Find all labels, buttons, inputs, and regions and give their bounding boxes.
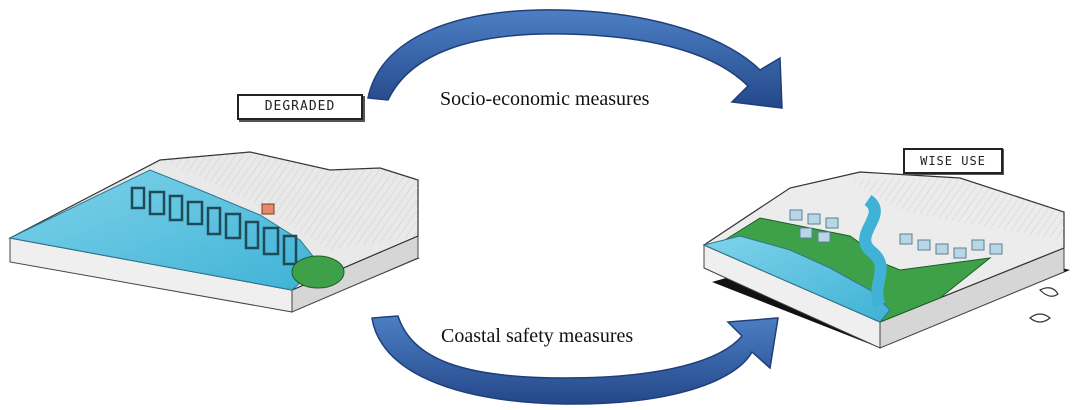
city-blocks bbox=[130, 186, 298, 266]
wise-use-landscape bbox=[702, 171, 1070, 349]
transition-label-bottom: Coastal safety measures bbox=[441, 325, 634, 347]
transition-label-top: Socio-economic measures bbox=[440, 88, 650, 110]
buildings bbox=[789, 209, 1003, 259]
state-label-degraded: DEGRADED bbox=[237, 94, 363, 120]
top-arrow bbox=[367, 9, 783, 109]
bottom-arrow bbox=[371, 315, 779, 405]
degraded-landscape bbox=[8, 151, 420, 313]
state-label-wise-use: WISE USE bbox=[903, 148, 1003, 174]
